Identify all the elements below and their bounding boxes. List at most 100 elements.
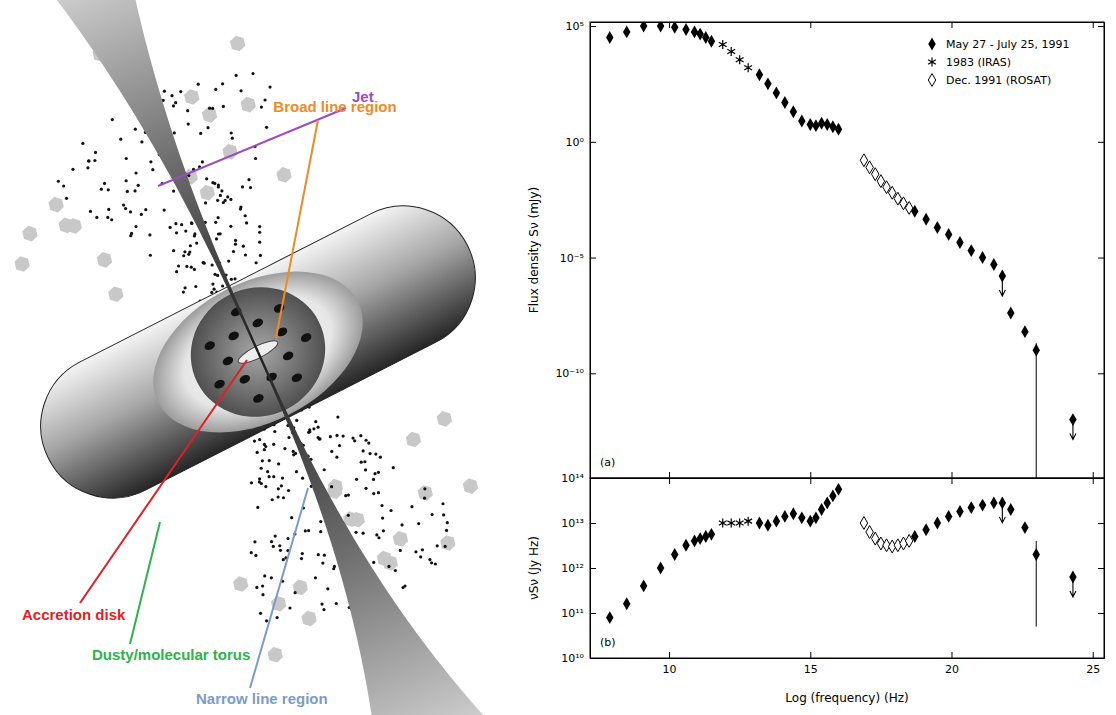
tick-mark: [951, 478, 952, 484]
nlr-dot: [294, 591, 297, 594]
y-axis-title: Flux density Sν (mJy): [527, 187, 541, 313]
nlr-dot: [103, 182, 106, 185]
tick-mark: [590, 523, 596, 524]
axis-line: [591, 22, 1105, 23]
tick-mark: [951, 472, 952, 478]
axis-line: [590, 23, 591, 479]
nlr-dot: [279, 549, 282, 552]
nlr-dot: [273, 430, 276, 433]
data-point: [640, 579, 647, 592]
data-point: [623, 25, 630, 38]
nlr-dot: [354, 531, 357, 534]
data-point: [671, 22, 678, 34]
data-point: [860, 154, 867, 167]
data-point: [756, 68, 763, 81]
nlr-dot: [173, 131, 176, 134]
data-point: [727, 519, 735, 528]
data-point: [956, 505, 963, 518]
tick: [951, 472, 952, 478]
diagram-labels: JetBroad line regionAccretion diskDusty/…: [22, 88, 397, 707]
nlr-dot: [381, 516, 384, 519]
hex-cloud: [202, 107, 217, 123]
nlr-dot: [93, 159, 96, 162]
tick: [810, 472, 811, 478]
nlr-dot: [172, 190, 175, 193]
nlr-dot: [163, 90, 166, 93]
nlr-dot: [434, 562, 437, 565]
nlr-dot: [436, 544, 439, 547]
tick-label: 10⁻¹⁰: [555, 367, 584, 380]
nlr-dot: [414, 550, 417, 553]
nlr-dot: [280, 484, 283, 487]
nlr-dot: [256, 451, 259, 454]
nlr-dot: [317, 553, 320, 556]
legend: May 27 - July 25, 19911983 (IRAS)Dec. 19…: [928, 38, 1069, 87]
tick: [810, 478, 811, 484]
axis-line: [1104, 479, 1105, 659]
nlr-dot: [400, 523, 403, 526]
y-axis: 10¹⁴10¹³10¹²10¹¹10¹⁰: [561, 472, 596, 665]
nlr-dot: [270, 576, 273, 579]
data-point: [1069, 571, 1076, 584]
nlr-dot: [234, 243, 237, 246]
nlr-dot: [294, 452, 297, 455]
nlr-dot: [355, 478, 358, 481]
nlr-dot: [442, 513, 445, 516]
tick: [951, 22, 952, 28]
data-point: [812, 119, 819, 132]
nlr-dot: [87, 159, 90, 162]
nlr-dot: [211, 263, 214, 266]
nlr-dot: [332, 567, 335, 570]
nlr-dot: [217, 183, 220, 186]
tick: [669, 472, 670, 478]
blr-cloud: [272, 302, 285, 314]
nlr-dot: [190, 221, 193, 224]
tick: 25: [1086, 652, 1100, 676]
nlr-dot: [201, 160, 204, 163]
data-point: [835, 483, 842, 496]
nlr-dot: [274, 534, 277, 537]
data-point: [945, 228, 952, 241]
hex-cloud: [48, 197, 63, 213]
data-point: [905, 201, 912, 214]
x-axis-title: Log (frequency) (Hz): [785, 691, 908, 705]
blr-cloud: [252, 392, 265, 404]
data-point: [640, 22, 647, 33]
tick-mark: [669, 652, 670, 658]
y-axis-mirror: [1098, 479, 1105, 659]
tick-mark: [1098, 26, 1104, 27]
nlr-dot: [329, 435, 332, 438]
nlr-dot: [272, 545, 275, 548]
nlr-dot: [264, 485, 267, 488]
tick: 15: [804, 652, 818, 676]
tick-label: 15: [804, 663, 818, 676]
nlr-dot: [254, 554, 257, 557]
nlr-dot: [250, 481, 253, 484]
nlr-dot: [287, 489, 290, 492]
nlr-dot: [401, 586, 404, 589]
nlr-dot: [229, 225, 232, 228]
legend-marker: [928, 38, 935, 51]
nlr-dot: [268, 85, 271, 88]
data-point: [1007, 307, 1014, 320]
figure: JetBroad line regionAccretion diskDusty/…: [0, 0, 1116, 715]
nlr-dot: [65, 197, 68, 200]
panel-label: (b): [600, 636, 616, 649]
nlr-dot: [241, 185, 244, 188]
leader-line: [80, 360, 247, 603]
nlr-dot: [89, 210, 92, 213]
nlr-dot: [264, 445, 267, 448]
diagram-label: Accretion disk: [22, 606, 126, 623]
y-axis: 10⁵10⁰10⁻⁵10⁻¹⁰: [555, 20, 596, 478]
data-point: [696, 532, 703, 545]
nlr-dot: [277, 462, 280, 465]
nlr-dot: [216, 199, 219, 202]
nlr-dot: [351, 436, 354, 439]
nlr-dot: [239, 89, 242, 92]
data-point: [990, 258, 997, 271]
data-point: [1032, 548, 1039, 561]
nlr-dot: [258, 225, 261, 228]
data-point: [682, 23, 689, 36]
data-point: [798, 511, 805, 524]
nlr-dot: [107, 208, 110, 211]
